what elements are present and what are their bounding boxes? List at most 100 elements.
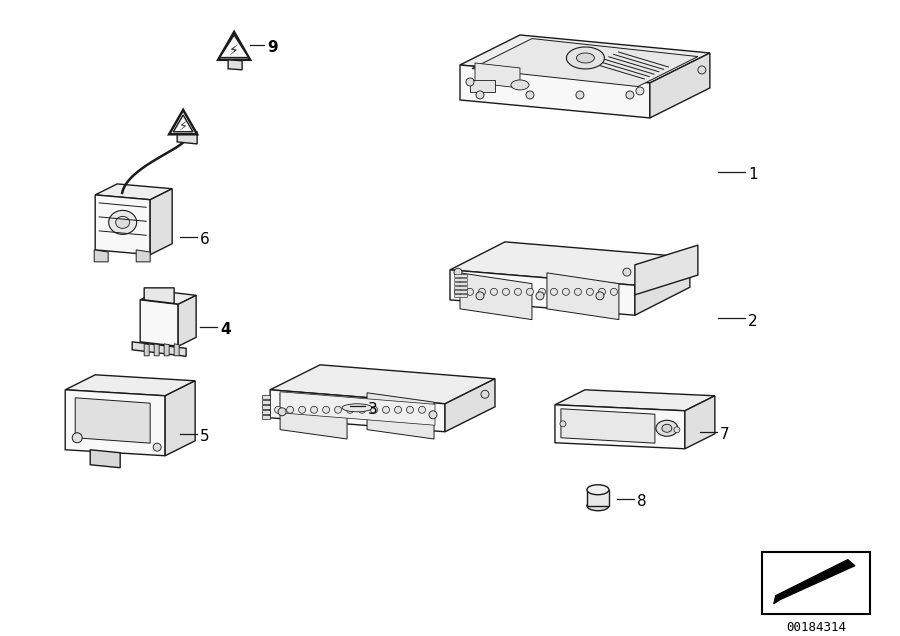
Circle shape [153, 443, 161, 451]
Polygon shape [270, 390, 445, 432]
Text: 5: 5 [200, 429, 210, 445]
Circle shape [626, 91, 634, 99]
Text: ⚡: ⚡ [179, 120, 187, 133]
Bar [761, 551, 869, 614]
Circle shape [481, 391, 489, 398]
Polygon shape [144, 344, 149, 356]
Circle shape [371, 406, 377, 413]
Polygon shape [220, 35, 248, 58]
Ellipse shape [587, 501, 609, 511]
Polygon shape [136, 250, 150, 262]
Circle shape [382, 406, 390, 413]
Circle shape [335, 406, 342, 413]
Circle shape [536, 292, 544, 300]
Circle shape [538, 288, 545, 295]
Text: 4: 4 [220, 322, 230, 337]
Polygon shape [460, 65, 650, 118]
Ellipse shape [342, 404, 372, 411]
Polygon shape [90, 450, 121, 467]
Polygon shape [475, 63, 520, 88]
Circle shape [358, 406, 365, 413]
Text: 00184314: 00184314 [786, 621, 846, 634]
Text: 1: 1 [748, 167, 758, 183]
Polygon shape [76, 398, 150, 443]
Circle shape [310, 406, 318, 413]
Polygon shape [228, 60, 242, 70]
FancyBboxPatch shape [454, 275, 467, 278]
Polygon shape [270, 365, 495, 404]
Circle shape [526, 91, 534, 99]
Circle shape [502, 288, 509, 295]
Text: 8: 8 [637, 494, 646, 509]
Polygon shape [218, 32, 250, 60]
Polygon shape [262, 395, 270, 399]
Circle shape [574, 288, 581, 295]
Polygon shape [169, 110, 197, 134]
Polygon shape [150, 189, 172, 254]
Circle shape [698, 66, 706, 74]
Polygon shape [65, 375, 195, 396]
Circle shape [596, 292, 604, 300]
Circle shape [407, 406, 413, 413]
FancyBboxPatch shape [454, 282, 467, 286]
Polygon shape [634, 258, 690, 315]
Circle shape [72, 432, 82, 443]
Text: 2: 2 [748, 314, 758, 329]
Text: 9: 9 [267, 41, 278, 55]
Circle shape [623, 268, 631, 276]
Circle shape [598, 288, 606, 295]
Polygon shape [154, 344, 159, 356]
Circle shape [466, 78, 474, 86]
Polygon shape [470, 80, 495, 92]
Circle shape [674, 427, 680, 432]
Polygon shape [94, 250, 108, 262]
Polygon shape [280, 392, 435, 425]
Circle shape [346, 406, 354, 413]
Text: ⚡: ⚡ [230, 44, 239, 58]
Ellipse shape [576, 53, 594, 63]
FancyBboxPatch shape [454, 279, 467, 282]
Polygon shape [450, 242, 690, 286]
Circle shape [454, 288, 462, 295]
Circle shape [429, 411, 437, 418]
Polygon shape [547, 273, 619, 320]
Polygon shape [587, 490, 609, 506]
Circle shape [562, 288, 570, 295]
FancyBboxPatch shape [454, 294, 467, 298]
Polygon shape [472, 39, 698, 86]
Circle shape [587, 288, 593, 295]
Circle shape [636, 87, 644, 95]
Polygon shape [166, 381, 195, 456]
Circle shape [560, 421, 566, 427]
Circle shape [454, 268, 462, 276]
Polygon shape [650, 53, 710, 118]
Circle shape [551, 288, 557, 295]
Polygon shape [555, 404, 685, 449]
Circle shape [299, 406, 306, 413]
Ellipse shape [587, 485, 609, 495]
Circle shape [274, 406, 282, 413]
Polygon shape [164, 344, 169, 356]
Circle shape [526, 288, 534, 295]
Circle shape [576, 91, 584, 99]
Polygon shape [774, 560, 855, 604]
Text: 7: 7 [720, 427, 730, 442]
Polygon shape [140, 291, 196, 305]
Polygon shape [95, 184, 172, 200]
Polygon shape [445, 379, 495, 432]
Ellipse shape [109, 211, 137, 235]
Polygon shape [262, 404, 270, 409]
Circle shape [515, 288, 521, 295]
Polygon shape [450, 270, 634, 315]
Polygon shape [561, 409, 655, 443]
Ellipse shape [511, 80, 529, 90]
Polygon shape [685, 396, 715, 449]
Ellipse shape [566, 47, 605, 69]
Ellipse shape [662, 424, 672, 432]
Polygon shape [262, 410, 270, 414]
Polygon shape [95, 195, 150, 254]
FancyBboxPatch shape [454, 291, 467, 294]
Polygon shape [178, 295, 196, 347]
Ellipse shape [656, 420, 678, 436]
Polygon shape [177, 130, 197, 144]
